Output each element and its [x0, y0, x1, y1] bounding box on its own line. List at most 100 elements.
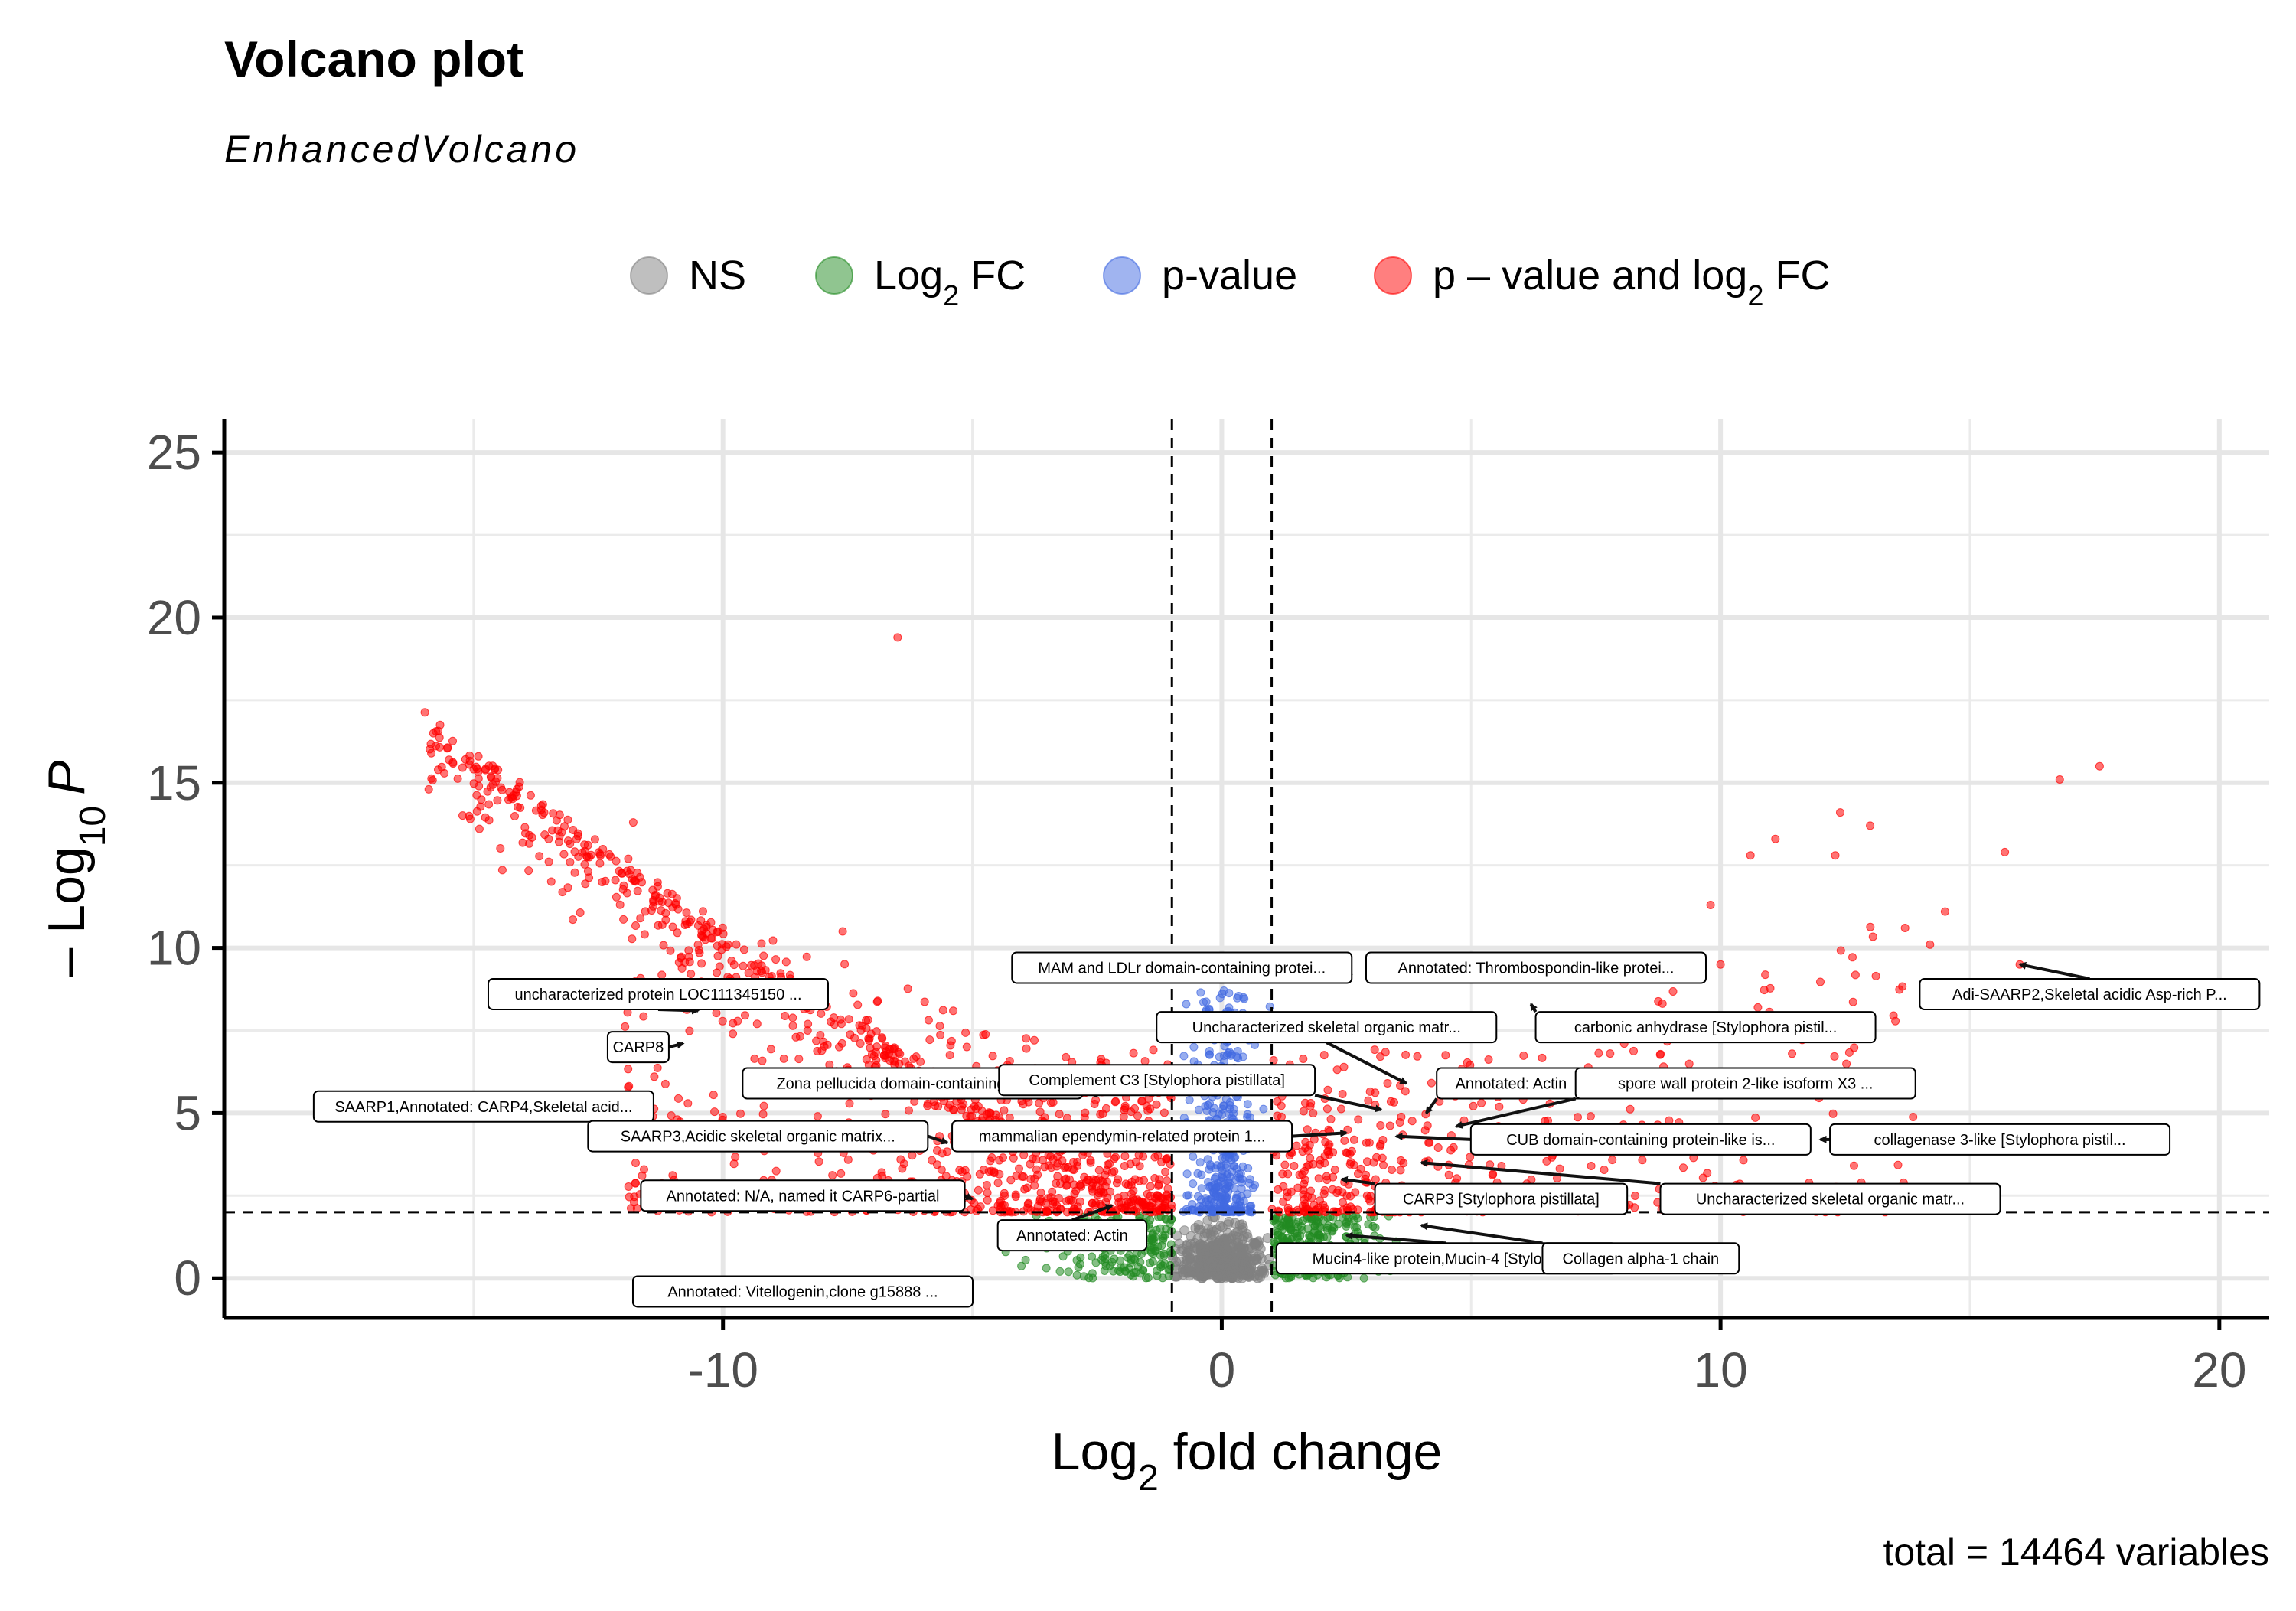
data-point — [1101, 1170, 1110, 1179]
data-point — [1351, 1188, 1360, 1197]
data-point — [2055, 775, 2064, 784]
annotation-text: Zona pellucida domain-containing prot... — [776, 1076, 1049, 1093]
data-point — [1201, 1194, 1210, 1203]
annotation-text: Adi-SAARP2,Skeletal acidic Asp-rich P... — [1952, 986, 2227, 1003]
data-point — [1213, 1244, 1224, 1255]
data-point — [1706, 901, 1715, 909]
data-point — [1383, 1079, 1392, 1088]
data-point — [1189, 1179, 1198, 1189]
data-point — [527, 833, 536, 842]
data-point — [484, 800, 494, 809]
data-point — [684, 946, 693, 955]
annotation-text: Annotated: Thrombospondin-like protei... — [1398, 960, 1675, 977]
data-point — [1871, 971, 1880, 980]
data-point — [1088, 1184, 1097, 1193]
data-point — [1062, 1052, 1071, 1061]
annotation-box — [312, 1090, 654, 1123]
data-point — [435, 742, 444, 752]
x-tick-label: 0 — [1208, 1342, 1236, 1397]
data-point — [1230, 1153, 1238, 1163]
data-point — [1163, 1154, 1172, 1163]
data-point — [908, 1151, 917, 1160]
data-point — [893, 633, 902, 642]
annotation-box — [1011, 951, 1353, 984]
data-point — [1060, 1163, 1069, 1172]
annotation-label: Annotated: Thrombospondin-like protei... — [1365, 951, 1707, 984]
annotation-box — [1374, 1182, 1629, 1215]
data-point — [1111, 1153, 1120, 1162]
data-point — [510, 812, 519, 820]
data-point — [632, 1204, 641, 1213]
data-point — [427, 748, 436, 758]
annotation-text: uncharacterized protein LOC111345150 ... — [514, 986, 801, 1003]
data-point — [617, 869, 626, 878]
data-point — [1303, 1146, 1313, 1155]
data-point — [1364, 1220, 1373, 1229]
data-point — [718, 1016, 727, 1026]
data-point — [1055, 1110, 1064, 1119]
data-point — [975, 1169, 984, 1179]
data-point — [1330, 1166, 1339, 1175]
data-point — [559, 850, 569, 859]
data-point — [566, 858, 575, 867]
data-point — [1075, 1197, 1084, 1206]
data-point — [426, 739, 435, 748]
data-point — [540, 808, 549, 817]
data-point — [936, 1030, 945, 1039]
data-point — [1303, 1125, 1312, 1134]
data-point — [649, 898, 658, 907]
data-point — [1301, 1137, 1310, 1146]
data-point — [628, 818, 638, 827]
data-point — [1246, 1262, 1257, 1273]
data-point — [1322, 1104, 1332, 1114]
data-point — [1243, 1189, 1252, 1198]
data-point — [1075, 1260, 1084, 1269]
data-point — [1159, 1108, 1169, 1117]
data-point — [1739, 1156, 1748, 1165]
data-point — [981, 1030, 990, 1039]
data-point — [957, 1105, 966, 1114]
data-point — [1850, 1161, 1858, 1170]
annotation-connector — [1420, 1222, 1543, 1245]
data-point — [636, 914, 645, 923]
annotation-connector — [1420, 1159, 1661, 1185]
data-point — [1237, 1248, 1247, 1259]
data-point — [1130, 1104, 1139, 1113]
data-point — [1137, 1097, 1146, 1106]
data-point — [1211, 1192, 1220, 1201]
data-point — [544, 857, 553, 866]
caption: total = 14464 variables — [1883, 1531, 2269, 1573]
data-point — [931, 1101, 940, 1110]
y-tick-label: 25 — [147, 425, 201, 480]
data-point — [633, 868, 642, 877]
legend-marker — [1103, 256, 1141, 295]
data-point — [708, 934, 717, 943]
data-point — [736, 1109, 745, 1118]
data-point — [1140, 1057, 1150, 1066]
data-point — [1052, 1179, 1061, 1188]
data-point — [1900, 924, 1910, 932]
annotation-text: Mucin4-like protein,Mucin-4 [Stylopho... — [1313, 1251, 1580, 1267]
annotation-box — [487, 978, 829, 1011]
data-point — [713, 951, 722, 960]
data-point — [1665, 1116, 1674, 1125]
data-point — [1182, 1000, 1191, 1009]
data-point — [988, 1206, 997, 1215]
data-point — [1078, 1151, 1088, 1160]
data-point — [624, 854, 633, 863]
data-point — [1217, 1173, 1226, 1182]
data-point — [1225, 1097, 1234, 1107]
data-point — [448, 758, 458, 767]
legend-label: NS — [689, 253, 746, 298]
data-point — [872, 1048, 880, 1057]
data-point — [1223, 1181, 1232, 1190]
data-point — [750, 1054, 759, 1063]
data-point — [827, 1017, 836, 1026]
data-point — [1477, 1098, 1486, 1107]
data-point — [1040, 1163, 1049, 1172]
annotation-box — [1469, 1123, 1812, 1156]
data-point — [1684, 1059, 1694, 1068]
data-point — [1022, 1044, 1031, 1053]
data-point — [899, 1159, 908, 1169]
data-point — [667, 1111, 676, 1120]
